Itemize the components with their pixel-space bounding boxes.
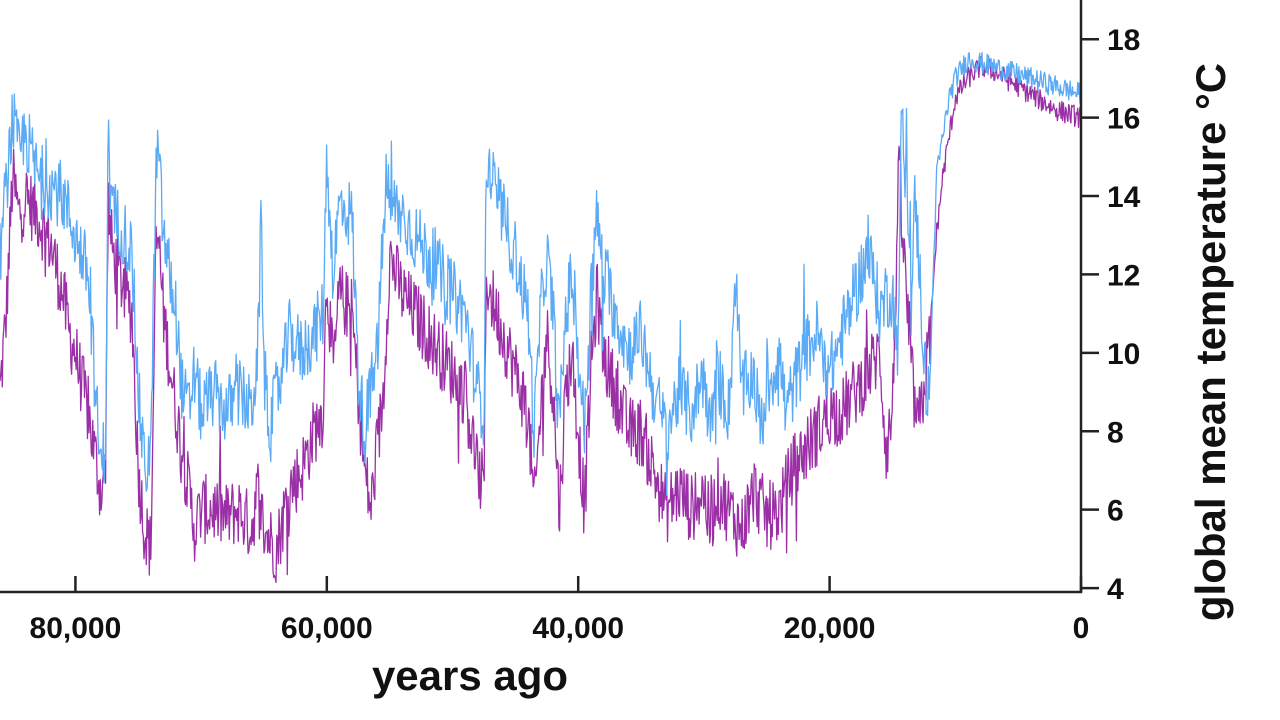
y-tick-label: 18 <box>1107 24 1140 57</box>
y-ticks: 4 6 8 10 12 14 16 18 <box>1081 24 1141 606</box>
y-tick-label: 8 <box>1107 416 1124 449</box>
x-tick-label: 60,000 <box>281 612 373 645</box>
x-tick-label: 20,000 <box>784 612 876 645</box>
y-tick-label: 4 <box>1107 573 1124 606</box>
series-line-purple <box>0 55 1082 584</box>
y-tick-label: 14 <box>1107 181 1141 214</box>
y-tick-label: 12 <box>1107 259 1140 292</box>
x-ticks: 80,000 60,000 40,000 20,000 0 <box>30 576 1090 645</box>
x-tick-label: 0 <box>1073 612 1090 645</box>
y-tick-label: 6 <box>1107 495 1124 528</box>
x-tick-label: 80,000 <box>30 612 122 645</box>
y-axis-title: global mean temperature °C <box>1187 63 1234 621</box>
axes-layer <box>0 0 1083 594</box>
x-axis-title: years ago <box>372 652 568 699</box>
y-tick-label: 16 <box>1107 103 1140 136</box>
x-tick-label: 40,000 <box>532 612 624 645</box>
y-tick-label: 10 <box>1107 338 1140 371</box>
series-line-blue <box>0 51 1082 496</box>
series-layer <box>0 51 1082 584</box>
